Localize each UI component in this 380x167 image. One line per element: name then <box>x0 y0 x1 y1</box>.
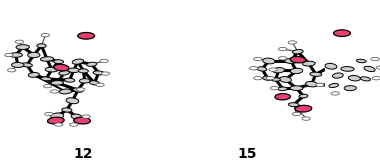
Ellipse shape <box>93 71 104 75</box>
Ellipse shape <box>306 81 318 87</box>
Ellipse shape <box>279 57 287 60</box>
Ellipse shape <box>45 112 53 116</box>
Ellipse shape <box>21 63 32 67</box>
Ellipse shape <box>79 69 89 73</box>
Ellipse shape <box>71 114 82 119</box>
Ellipse shape <box>295 105 312 112</box>
Ellipse shape <box>302 117 310 120</box>
Ellipse shape <box>54 123 63 126</box>
Ellipse shape <box>66 98 79 104</box>
Ellipse shape <box>51 113 64 119</box>
Ellipse shape <box>11 62 24 67</box>
Ellipse shape <box>8 69 16 72</box>
Ellipse shape <box>40 57 54 61</box>
Ellipse shape <box>344 86 356 91</box>
Ellipse shape <box>360 77 370 81</box>
Ellipse shape <box>74 117 90 124</box>
Ellipse shape <box>257 67 267 71</box>
Ellipse shape <box>348 75 360 81</box>
Ellipse shape <box>288 41 296 44</box>
Ellipse shape <box>269 68 277 71</box>
Ellipse shape <box>270 87 279 90</box>
Ellipse shape <box>100 59 108 63</box>
Ellipse shape <box>279 77 291 82</box>
Ellipse shape <box>73 88 83 92</box>
Ellipse shape <box>72 59 84 64</box>
Ellipse shape <box>331 92 339 95</box>
Ellipse shape <box>62 108 72 112</box>
Ellipse shape <box>87 62 97 66</box>
Ellipse shape <box>79 79 90 83</box>
Text: 15: 15 <box>238 147 257 161</box>
Ellipse shape <box>376 66 380 69</box>
Ellipse shape <box>45 67 58 72</box>
Ellipse shape <box>78 33 95 39</box>
Ellipse shape <box>334 30 350 36</box>
Ellipse shape <box>371 57 379 61</box>
Ellipse shape <box>263 58 275 64</box>
Ellipse shape <box>54 64 69 71</box>
Ellipse shape <box>263 76 272 80</box>
Ellipse shape <box>290 86 303 91</box>
Ellipse shape <box>299 94 308 98</box>
Ellipse shape <box>364 66 375 72</box>
Ellipse shape <box>28 52 40 58</box>
Ellipse shape <box>37 44 46 48</box>
Ellipse shape <box>316 83 324 87</box>
Ellipse shape <box>290 56 306 63</box>
Ellipse shape <box>254 57 262 61</box>
Ellipse shape <box>310 72 322 76</box>
Ellipse shape <box>290 68 303 74</box>
Ellipse shape <box>272 68 285 73</box>
Ellipse shape <box>332 73 343 78</box>
Ellipse shape <box>65 78 75 82</box>
Ellipse shape <box>292 112 301 116</box>
Ellipse shape <box>254 76 262 80</box>
Ellipse shape <box>28 72 39 77</box>
Ellipse shape <box>372 76 380 80</box>
Ellipse shape <box>82 115 90 118</box>
Ellipse shape <box>50 90 59 93</box>
Ellipse shape <box>59 71 70 75</box>
Ellipse shape <box>16 45 29 49</box>
Ellipse shape <box>41 77 51 81</box>
Ellipse shape <box>54 60 63 64</box>
Ellipse shape <box>285 58 297 63</box>
Ellipse shape <box>266 76 274 80</box>
Ellipse shape <box>302 61 315 66</box>
Ellipse shape <box>15 40 24 43</box>
Ellipse shape <box>329 84 339 88</box>
Text: 12: 12 <box>74 147 93 161</box>
Ellipse shape <box>5 53 13 57</box>
Ellipse shape <box>341 67 354 71</box>
Ellipse shape <box>41 34 49 37</box>
Ellipse shape <box>59 89 71 94</box>
Ellipse shape <box>101 72 110 75</box>
Ellipse shape <box>250 67 258 70</box>
Ellipse shape <box>43 85 52 88</box>
Ellipse shape <box>48 117 64 124</box>
Ellipse shape <box>293 49 303 54</box>
Ellipse shape <box>279 47 287 51</box>
Ellipse shape <box>89 81 100 85</box>
Ellipse shape <box>288 103 299 107</box>
Ellipse shape <box>9 53 22 57</box>
Ellipse shape <box>325 63 337 69</box>
Ellipse shape <box>70 123 78 126</box>
Ellipse shape <box>271 78 280 81</box>
Ellipse shape <box>68 68 80 72</box>
Ellipse shape <box>275 94 290 100</box>
Ellipse shape <box>76 88 85 91</box>
Ellipse shape <box>51 80 63 85</box>
Ellipse shape <box>356 59 366 63</box>
Ellipse shape <box>96 83 104 87</box>
Ellipse shape <box>278 87 287 91</box>
